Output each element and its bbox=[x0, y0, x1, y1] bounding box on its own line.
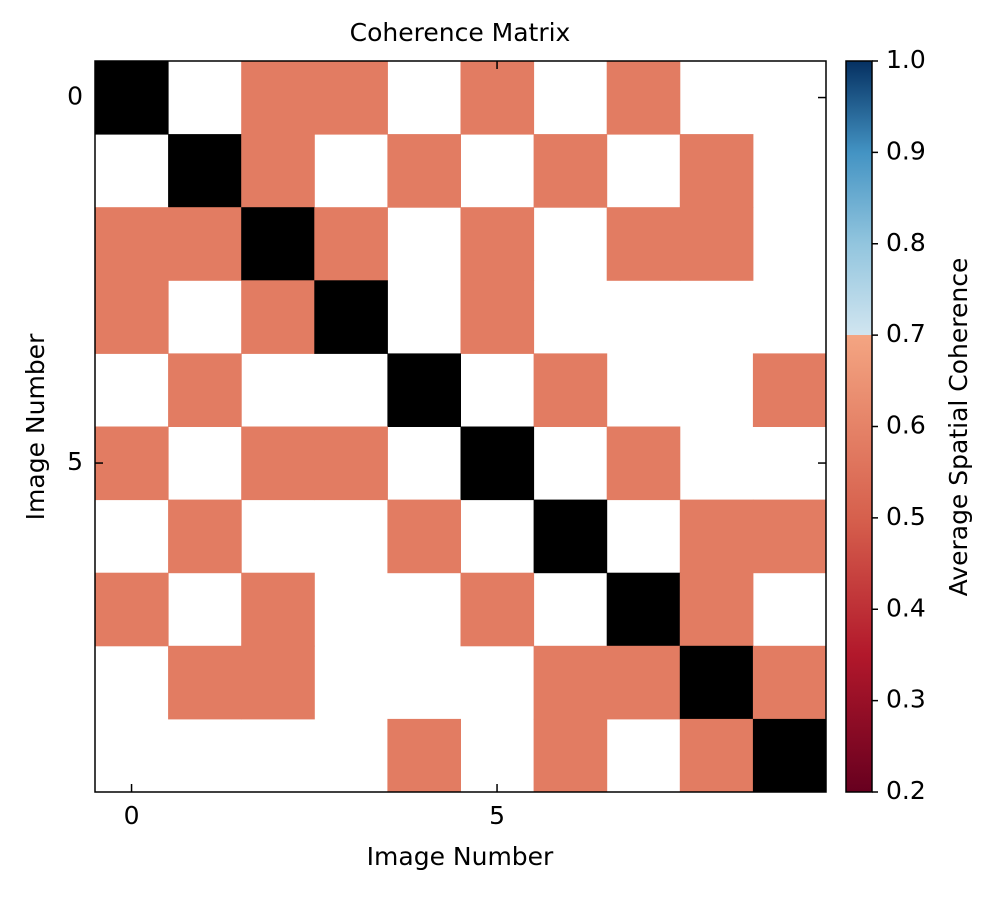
cell bbox=[606, 426, 681, 501]
colorbar-tick-label: 0.9 bbox=[886, 136, 926, 165]
chart-title: Coherence Matrix bbox=[350, 18, 571, 47]
cell bbox=[241, 572, 315, 647]
colorbar-tick-label: 1.0 bbox=[886, 45, 926, 74]
cell bbox=[752, 499, 827, 574]
diagonal-cell bbox=[679, 645, 754, 720]
cell bbox=[679, 134, 754, 208]
y-tick-label: 5 bbox=[67, 447, 83, 476]
cell bbox=[387, 499, 461, 574]
cell bbox=[679, 718, 754, 793]
cell bbox=[460, 572, 535, 647]
cell bbox=[606, 61, 681, 135]
cell bbox=[241, 645, 315, 720]
cell bbox=[168, 499, 242, 574]
cell bbox=[95, 280, 169, 354]
cell bbox=[314, 207, 388, 281]
cell bbox=[387, 134, 461, 208]
cell bbox=[241, 61, 315, 135]
cell bbox=[606, 645, 681, 720]
cell bbox=[168, 645, 242, 720]
cell bbox=[533, 718, 608, 793]
colorbar-tick-label: 0.3 bbox=[886, 685, 926, 714]
cell bbox=[314, 426, 388, 501]
plot-frame bbox=[94, 60, 827, 793]
cell bbox=[241, 426, 315, 501]
cell bbox=[752, 353, 827, 427]
cell bbox=[460, 207, 535, 281]
diagonal-cell bbox=[168, 134, 242, 208]
cell bbox=[460, 61, 535, 135]
cell bbox=[168, 353, 242, 427]
colorbar bbox=[845, 60, 873, 793]
cell bbox=[533, 353, 608, 427]
cell bbox=[533, 645, 608, 720]
diagonal-cell bbox=[241, 207, 315, 281]
diagonal-cell bbox=[314, 280, 388, 354]
cell bbox=[606, 207, 681, 281]
colorbar-tick-label: 0.2 bbox=[886, 776, 926, 805]
cell bbox=[241, 134, 315, 208]
colorbar-tick-label: 0.8 bbox=[886, 228, 926, 257]
x-tick-label: 5 bbox=[489, 801, 505, 830]
diagonal-cell bbox=[752, 718, 827, 793]
colorbar-label: Average Spatial Coherence bbox=[944, 258, 973, 597]
y-tick-label: 0 bbox=[67, 82, 83, 111]
cell bbox=[387, 718, 461, 793]
x-axis-label: Image Number bbox=[367, 842, 554, 871]
cell bbox=[679, 499, 754, 574]
cell bbox=[241, 280, 315, 354]
colorbar-tick-label: 0.5 bbox=[886, 502, 926, 531]
diagonal-cell bbox=[533, 499, 608, 574]
cell bbox=[752, 645, 827, 720]
cell bbox=[679, 572, 754, 647]
cell bbox=[168, 207, 242, 281]
diagonal-cell bbox=[95, 61, 169, 135]
colorbar-tick-label: 0.6 bbox=[886, 411, 926, 440]
x-tick-label: 0 bbox=[124, 801, 140, 830]
diagonal-cell bbox=[606, 572, 681, 647]
diagonal-cell bbox=[460, 426, 535, 501]
cell bbox=[95, 572, 169, 647]
cell bbox=[679, 207, 754, 281]
cell bbox=[95, 426, 169, 501]
colorbar-tick-label: 0.4 bbox=[886, 593, 926, 622]
diagonal-cell bbox=[387, 353, 461, 427]
cell bbox=[95, 207, 169, 281]
colorbar-tick-label: 0.7 bbox=[886, 319, 926, 348]
cell bbox=[533, 134, 608, 208]
cell bbox=[314, 61, 388, 135]
y-axis-label: Image Number bbox=[21, 333, 50, 520]
cell bbox=[460, 280, 535, 354]
